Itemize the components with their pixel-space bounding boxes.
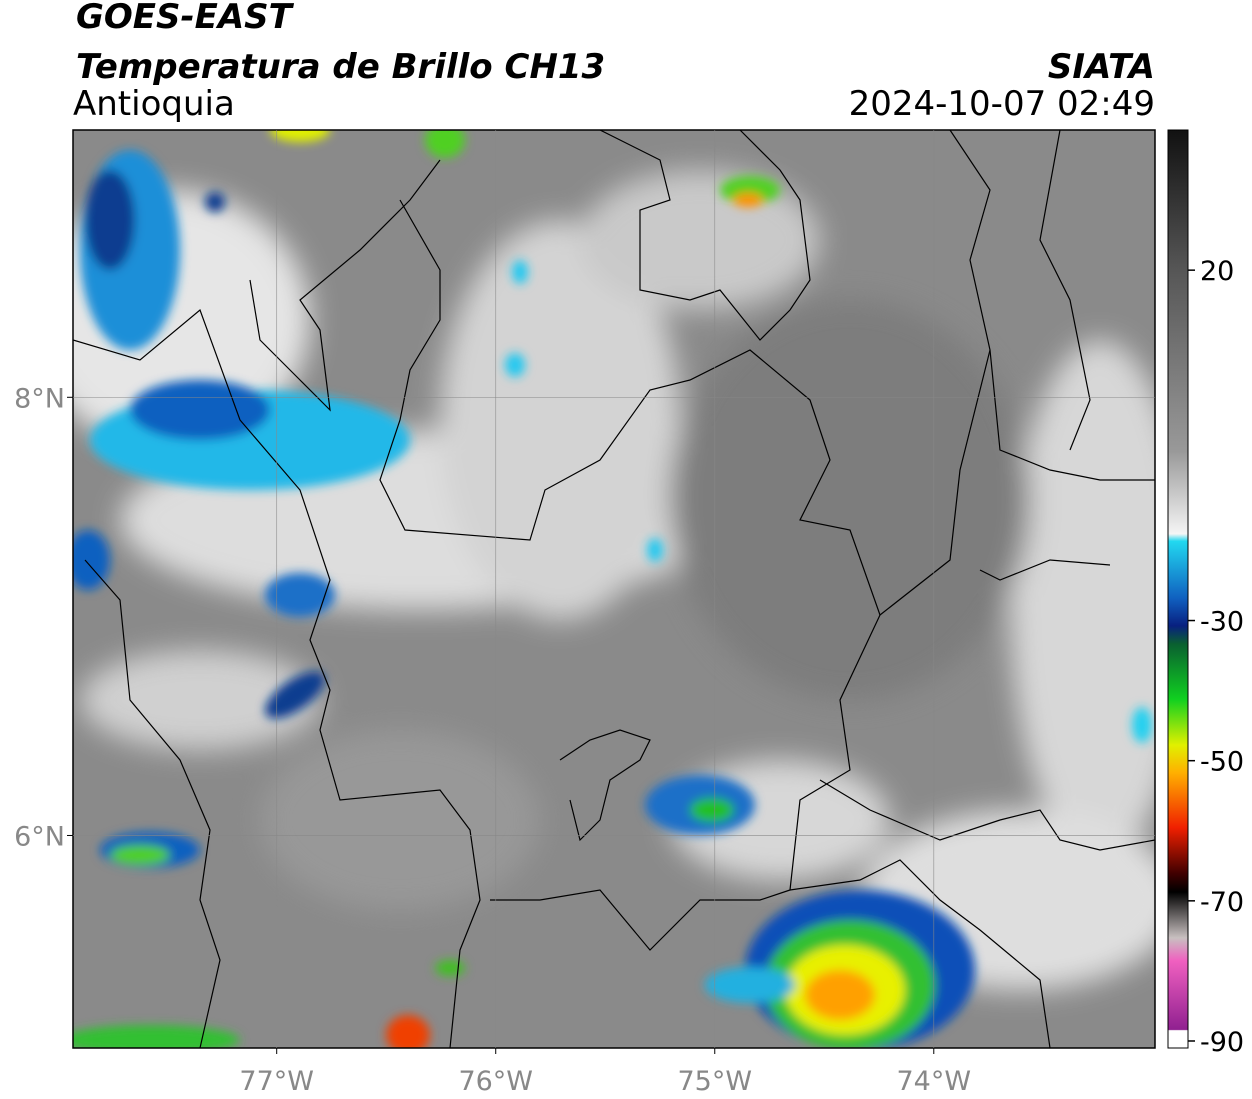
y-tick-label: 6°N <box>14 821 65 852</box>
map-frame <box>72 129 1156 1049</box>
y-tick-label: 8°N <box>14 383 65 414</box>
colorbar <box>1167 129 1189 1049</box>
colorbar-tick-label: -70 <box>1200 887 1244 918</box>
product-title: Temperatura de Brillo CH13 <box>76 47 605 87</box>
colorbar-tick-label: -90 <box>1200 1027 1244 1058</box>
satellite-image <box>73 130 1155 1048</box>
satellite-title: GOES-EAST <box>76 0 295 37</box>
colorbar-tick-label: -30 <box>1200 607 1244 638</box>
region-label: Antioquia <box>73 84 235 124</box>
source-label: SIATA <box>1048 47 1155 87</box>
colorbar-tick-label: 20 <box>1200 256 1234 287</box>
x-tick-label: 77°W <box>239 1066 314 1097</box>
datetime-label: 2024-10-07 02:49 <box>849 84 1155 124</box>
x-tick-label: 76°W <box>458 1066 533 1097</box>
x-tick-label: 75°W <box>677 1066 752 1097</box>
colorbar-tick-label: -50 <box>1200 747 1244 778</box>
x-tick-label: 74°W <box>897 1066 972 1097</box>
